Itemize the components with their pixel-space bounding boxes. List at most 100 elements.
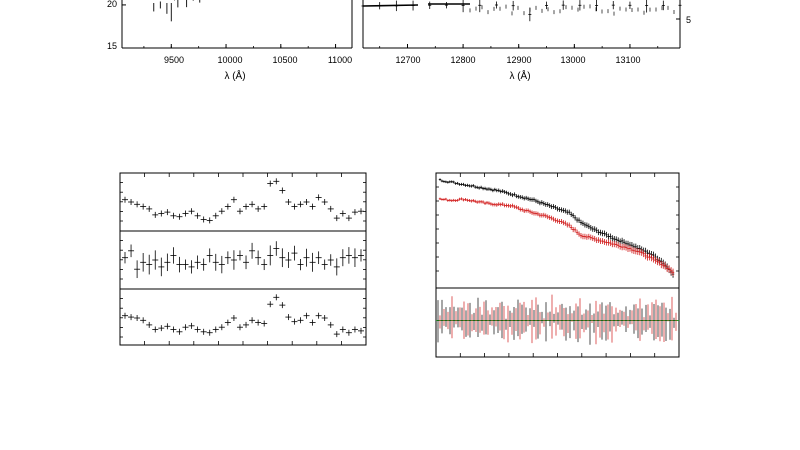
data-point bbox=[194, 212, 201, 219]
data-point bbox=[499, 202, 502, 207]
data-point bbox=[542, 212, 545, 218]
data-point bbox=[538, 200, 542, 206]
data-point bbox=[128, 244, 135, 258]
data-point bbox=[122, 312, 128, 319]
data-point bbox=[617, 242, 620, 249]
data-point bbox=[589, 225, 592, 231]
data-point bbox=[315, 251, 322, 265]
data-point bbox=[176, 256, 183, 273]
data-point bbox=[285, 199, 292, 205]
data-point bbox=[170, 326, 177, 333]
y-tick-label: 15 bbox=[107, 41, 117, 51]
data-point bbox=[656, 258, 659, 266]
data-point bbox=[194, 255, 201, 270]
data-point bbox=[494, 1, 498, 9]
data-point bbox=[661, 0, 665, 11]
data-point bbox=[200, 258, 207, 271]
tr-data-marks bbox=[361, 0, 682, 22]
data-point bbox=[611, 235, 614, 242]
data-point bbox=[579, 219, 583, 226]
data-point bbox=[134, 315, 141, 321]
tl-data-marks bbox=[153, 0, 201, 22]
data-point bbox=[667, 265, 671, 273]
data-point bbox=[552, 216, 555, 222]
data-point bbox=[200, 328, 207, 335]
data-point bbox=[474, 199, 477, 203]
data-point bbox=[224, 203, 231, 210]
data-point bbox=[665, 264, 669, 273]
data-point bbox=[236, 250, 243, 261]
data-point bbox=[218, 255, 225, 274]
data-point bbox=[176, 213, 183, 220]
data-point bbox=[628, 1, 632, 9]
data-point bbox=[642, 250, 645, 258]
data-point bbox=[583, 222, 587, 228]
data-point bbox=[249, 201, 256, 208]
data-point bbox=[478, 0, 482, 13]
data-point bbox=[358, 208, 364, 215]
data-point bbox=[581, 220, 585, 227]
data-point bbox=[339, 249, 346, 267]
x-tick-label: 9500 bbox=[164, 55, 184, 65]
data-point bbox=[509, 192, 512, 197]
data-point bbox=[634, 247, 638, 255]
data-point bbox=[351, 209, 358, 216]
data-point bbox=[501, 202, 504, 206]
data-point bbox=[212, 326, 219, 333]
data-point bbox=[548, 215, 551, 220]
y-tick-label: 20 bbox=[107, 0, 117, 9]
data-point bbox=[489, 202, 493, 206]
br-ticks bbox=[436, 173, 679, 357]
data-point bbox=[309, 203, 316, 210]
data-point bbox=[505, 190, 508, 195]
data-point bbox=[345, 329, 352, 336]
data-point bbox=[615, 241, 618, 248]
data-point bbox=[671, 268, 675, 276]
data-point bbox=[285, 252, 292, 268]
data-point bbox=[279, 248, 286, 268]
data-point bbox=[562, 207, 565, 213]
data-point bbox=[339, 210, 346, 217]
data-point bbox=[182, 324, 189, 331]
data-point bbox=[378, 2, 382, 10]
data-point bbox=[540, 200, 544, 205]
data-point bbox=[613, 241, 616, 248]
data-point bbox=[236, 324, 243, 331]
data-point bbox=[552, 204, 555, 209]
data-point bbox=[327, 254, 334, 266]
data-point bbox=[526, 208, 530, 213]
data-point bbox=[321, 199, 328, 205]
data-point bbox=[218, 324, 225, 331]
data-point bbox=[158, 325, 165, 332]
data-point bbox=[517, 206, 520, 211]
data-point bbox=[122, 196, 128, 203]
data-point bbox=[279, 187, 286, 194]
data-point bbox=[507, 203, 510, 208]
data-point bbox=[476, 185, 479, 189]
data-point bbox=[530, 210, 534, 215]
data-point bbox=[291, 245, 298, 261]
data-point bbox=[548, 203, 551, 208]
data-point bbox=[267, 301, 274, 308]
data-point bbox=[303, 312, 310, 319]
data-point bbox=[267, 245, 274, 266]
data-point bbox=[297, 258, 304, 271]
data-point bbox=[593, 236, 596, 242]
data-point bbox=[497, 188, 500, 193]
data-point bbox=[483, 186, 487, 191]
data-point bbox=[585, 234, 589, 240]
data-point bbox=[122, 252, 128, 264]
data-point bbox=[333, 215, 340, 222]
data-point bbox=[561, 0, 565, 10]
data-point bbox=[536, 199, 540, 205]
data-point bbox=[603, 230, 606, 237]
data-point bbox=[450, 199, 453, 203]
data-point bbox=[460, 197, 463, 201]
data-point bbox=[230, 196, 237, 203]
data-point bbox=[333, 258, 340, 276]
data-point bbox=[652, 255, 655, 263]
data-point bbox=[481, 200, 485, 204]
data-point bbox=[511, 0, 515, 11]
panel-frame bbox=[119, 172, 367, 346]
